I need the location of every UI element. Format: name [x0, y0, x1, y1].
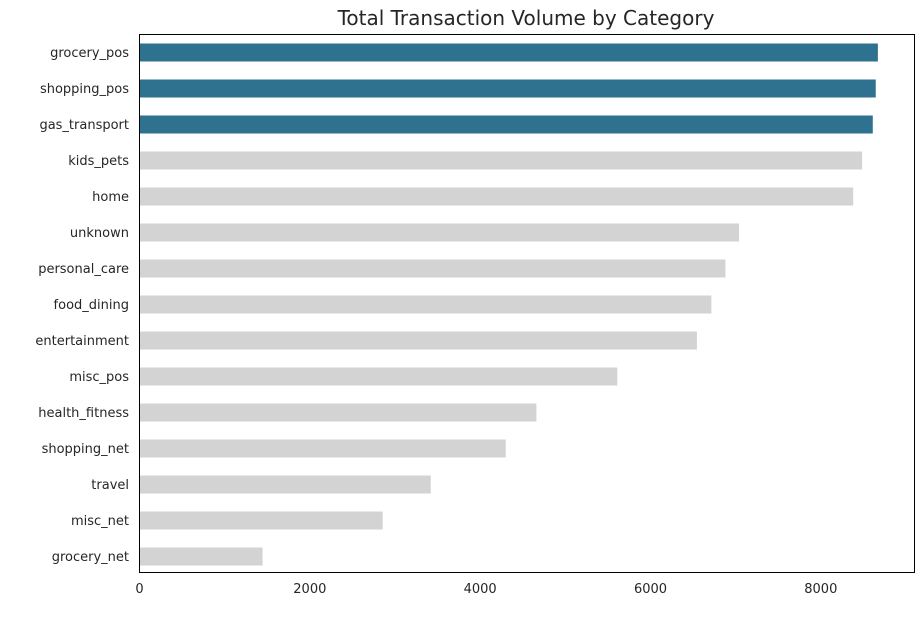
- bar-misc_net: [139, 511, 383, 530]
- y-tick-label: home: [92, 190, 129, 205]
- y-tick-label: gas_transport: [39, 118, 129, 133]
- bar-shopping_net: [139, 439, 506, 458]
- bar-shopping_pos: [139, 79, 876, 98]
- y-tick-label: misc_pos: [69, 370, 129, 385]
- x-tick-label: 4000: [464, 582, 497, 597]
- bar-entertainment: [139, 331, 697, 350]
- x-tick-label: 8000: [804, 582, 837, 597]
- x-axis-ticks: 0 2000 4000 6000 8000: [135, 582, 837, 597]
- y-tick-label: grocery_pos: [50, 46, 129, 61]
- bar-travel: [139, 475, 431, 494]
- bar-personal_care: [139, 259, 726, 278]
- bar-health_fitness: [139, 403, 537, 422]
- bar-kids_pets: [139, 151, 863, 170]
- x-tick-label: 2000: [293, 582, 326, 597]
- bar-food_dining: [139, 295, 712, 314]
- x-tick-label: 6000: [634, 582, 667, 597]
- x-tick-label: 0: [135, 582, 143, 597]
- y-tick-label: shopping_pos: [40, 82, 129, 97]
- bar-grocery_pos: [139, 43, 878, 62]
- y-tick-label: unknown: [70, 226, 129, 241]
- y-tick-label: grocery_net: [52, 550, 129, 565]
- y-tick-label: health_fitness: [38, 406, 129, 421]
- bar-misc_pos: [139, 367, 618, 386]
- bar-gas_transport: [139, 115, 873, 134]
- y-tick-label: travel: [91, 478, 129, 493]
- bars-group: [139, 43, 878, 566]
- bar-grocery_net: [139, 547, 263, 566]
- y-tick-label: kids_pets: [68, 154, 129, 169]
- y-tick-label: entertainment: [35, 334, 129, 349]
- bar-home: [139, 187, 854, 206]
- y-tick-label: shopping_net: [42, 442, 129, 457]
- y-tick-label: misc_net: [71, 514, 129, 529]
- bar-unknown: [139, 223, 740, 242]
- y-tick-label: personal_care: [38, 262, 129, 277]
- chart-title: Total Transaction Volume by Category: [337, 6, 715, 30]
- plot-frame: [139, 34, 915, 573]
- y-axis-ticks: grocery_pos shopping_pos gas_transportkids…: [35, 46, 129, 565]
- y-tick-label: food_dining: [54, 298, 129, 313]
